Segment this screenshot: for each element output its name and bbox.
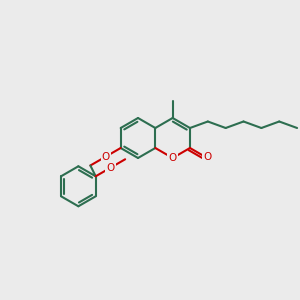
Text: O: O: [203, 152, 211, 163]
Text: O: O: [106, 163, 115, 173]
Text: O: O: [169, 153, 177, 163]
Text: O: O: [102, 152, 110, 161]
